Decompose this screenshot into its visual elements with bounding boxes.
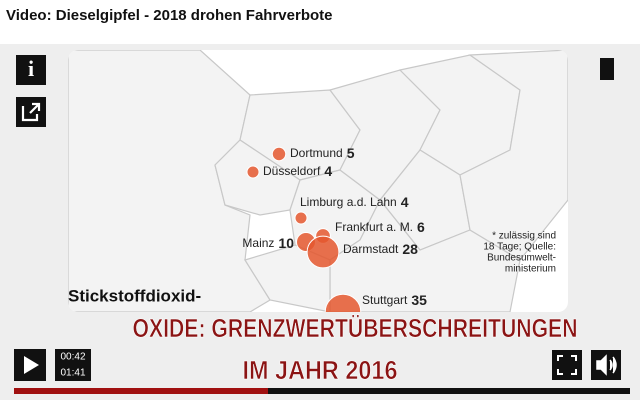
- city-value: 4: [401, 194, 409, 210]
- city-name: Stuttgart: [362, 293, 408, 307]
- note-line: Bundesumwelt-: [487, 253, 556, 264]
- city-label: Dortmund 5: [290, 145, 355, 161]
- info-icon: i: [28, 56, 34, 81]
- city-label: Limburg a.d. Lahn 4: [300, 194, 409, 210]
- city-value: 6: [417, 219, 425, 235]
- city-bubble: [271, 146, 287, 162]
- city-value: 28: [402, 241, 418, 257]
- city-label: Düsseldorf 4: [263, 163, 332, 179]
- volume-icon: [596, 354, 617, 376]
- city-value: 10: [278, 235, 294, 251]
- city-name: Limburg a.d. Lahn: [300, 195, 397, 209]
- city-label: Frankfurt a. M. 6: [335, 219, 425, 235]
- progress-remaining[interactable]: [268, 388, 630, 394]
- fullscreen-button[interactable]: [552, 350, 582, 380]
- play-icon: [24, 356, 39, 374]
- city-name: Frankfurt a. M.: [335, 220, 413, 234]
- progress-played[interactable]: [14, 388, 268, 394]
- city-value: 35: [411, 292, 427, 308]
- city-value: 4: [324, 163, 332, 179]
- city-name: Dortmund: [290, 146, 343, 160]
- video-title: Video: Dieselgipfel - 2018 drohen Fahrve…: [6, 7, 332, 24]
- city-name: Mainz: [242, 236, 274, 250]
- map: [68, 50, 568, 312]
- subtitle-line: IM JAHR 2016: [243, 355, 398, 385]
- city-name: Darmstadt: [343, 242, 399, 256]
- share-icon: [21, 102, 41, 122]
- map-regions: [68, 50, 568, 312]
- note-line: ministerium: [505, 264, 556, 275]
- city-bubble: [306, 235, 340, 269]
- note-line: * zulässig sind: [492, 231, 556, 242]
- city-label: Mainz 10: [242, 235, 294, 251]
- note-line: 18 Tage; Quelle:: [483, 242, 556, 253]
- map-heading: Stickstoffdioxid-: [68, 286, 201, 305]
- city-bubble: [246, 165, 260, 179]
- city-name: Düsseldorf: [263, 164, 321, 178]
- fullscreen-icon: [557, 355, 577, 375]
- city-label: Stuttgart 35: [362, 292, 427, 308]
- city-bubble: [294, 211, 308, 225]
- city-bubble: [324, 293, 362, 312]
- time-box: [55, 349, 91, 381]
- info-button[interactable]: [16, 55, 46, 85]
- subtitle-line: OXIDE: GRENZWERTÜBERSCHREITUNGEN: [133, 313, 578, 343]
- duration: 01:41: [60, 368, 85, 379]
- city-value: 5: [347, 145, 355, 161]
- logo: [600, 58, 614, 80]
- current-time: 00:42: [60, 352, 85, 363]
- city-label: Darmstadt 28: [343, 241, 418, 257]
